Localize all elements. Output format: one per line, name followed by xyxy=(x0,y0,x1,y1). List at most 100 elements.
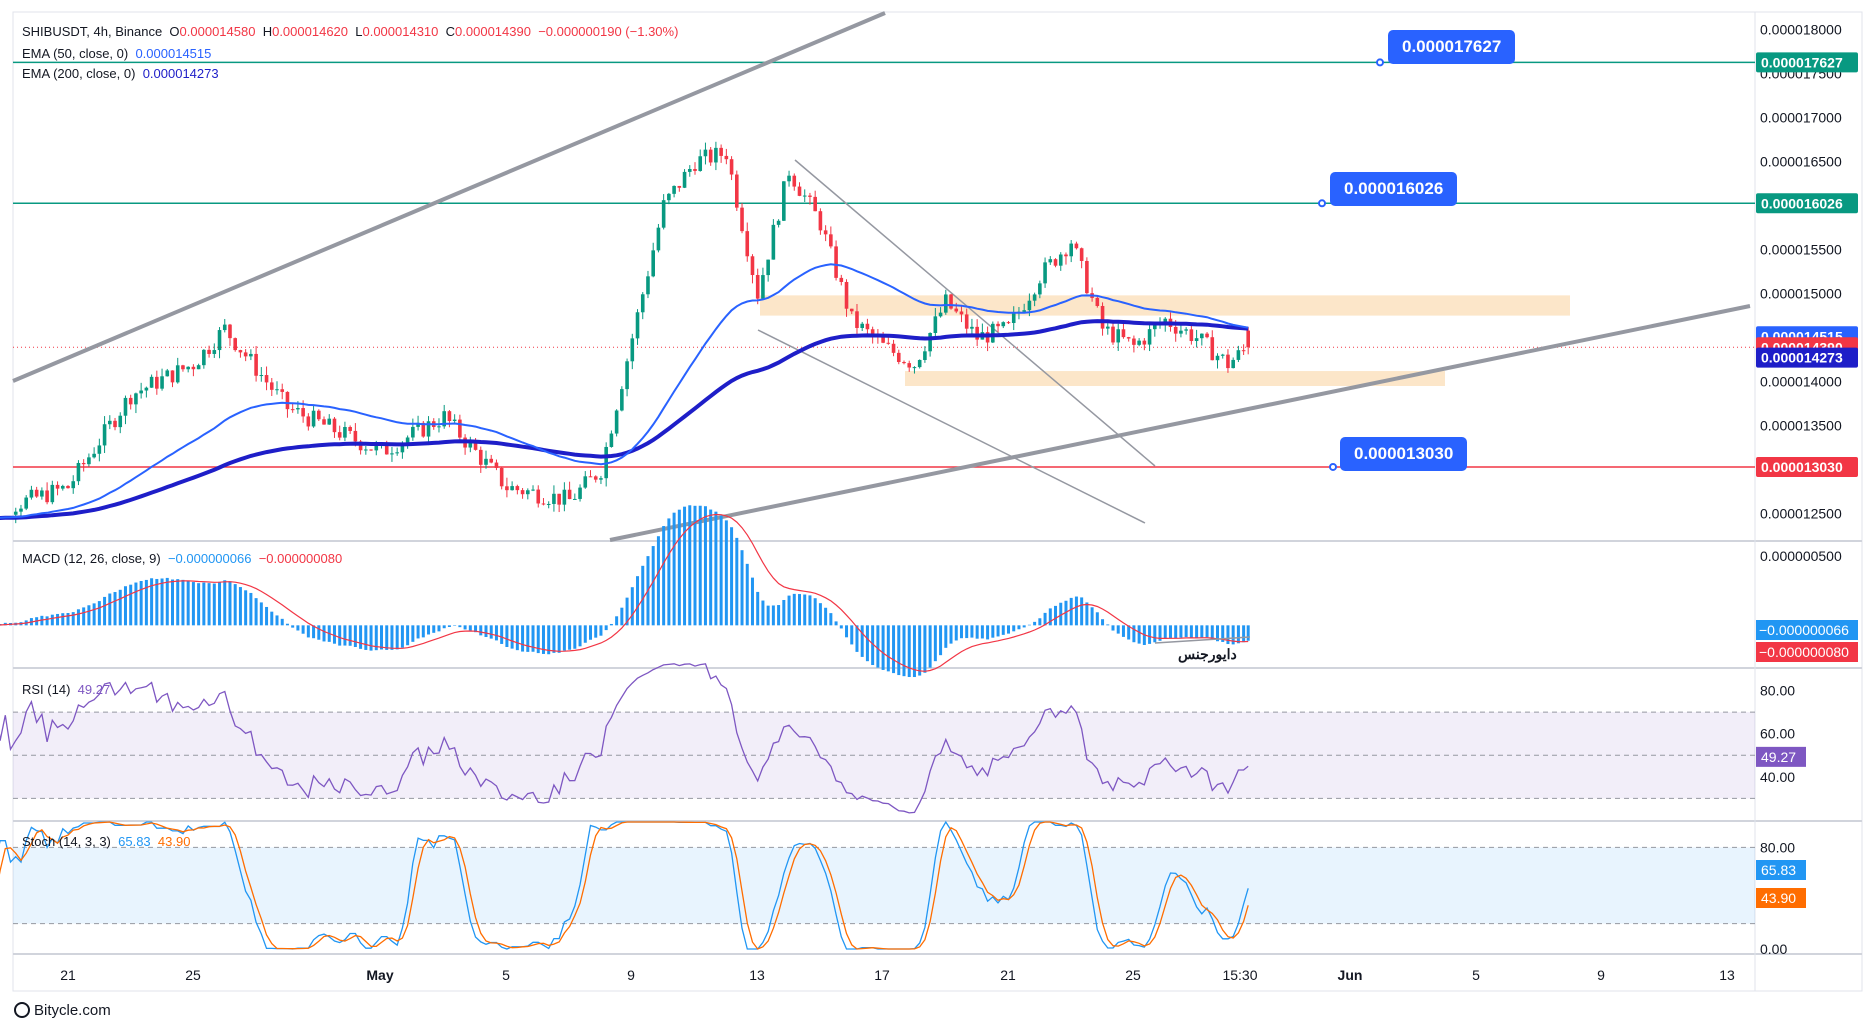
candle-body xyxy=(860,323,864,328)
macd-tag-bg xyxy=(1756,620,1858,640)
candle xyxy=(285,391,290,418)
macd-bar xyxy=(1048,608,1052,626)
candle-body xyxy=(81,462,86,465)
candle xyxy=(1064,252,1068,265)
macd-bar xyxy=(1080,597,1084,626)
candle xyxy=(1210,330,1215,361)
macd-bar xyxy=(218,581,222,626)
candle xyxy=(118,412,123,434)
macd-bar xyxy=(61,613,65,626)
candle xyxy=(609,430,614,448)
wedge-lower-line xyxy=(757,329,1146,524)
candle-body xyxy=(724,155,729,160)
macd-bar xyxy=(1027,624,1031,626)
candle-body xyxy=(113,420,117,428)
price-axis-label: 0.000012500 xyxy=(1760,506,1842,522)
macd-bar xyxy=(944,625,948,648)
macd-bar xyxy=(1153,625,1157,643)
candles xyxy=(13,141,1250,524)
macd-bar xyxy=(954,625,958,641)
macd-signal-value: −0.000000080 xyxy=(258,551,343,566)
macd-bar xyxy=(1095,612,1099,626)
candle-body xyxy=(19,508,23,512)
level-callout-1[interactable]: 0.000017627 xyxy=(1388,30,1516,64)
candle xyxy=(1184,327,1188,335)
macd-bar xyxy=(1116,625,1120,634)
candle-body xyxy=(181,365,185,370)
candle xyxy=(290,403,295,413)
candle xyxy=(191,364,196,377)
candle-body xyxy=(437,426,441,428)
macd-bar xyxy=(139,580,143,626)
candle-body xyxy=(1079,248,1084,261)
macd-bar xyxy=(824,607,828,626)
low-value: 0.000014310 xyxy=(362,24,439,39)
candle xyxy=(228,323,232,346)
macd-bar xyxy=(76,609,80,626)
candle-body xyxy=(134,393,138,405)
candle xyxy=(452,414,457,424)
macd-bar xyxy=(400,625,404,648)
macd-bar xyxy=(719,515,723,626)
candle-body xyxy=(348,426,352,431)
candle-body xyxy=(489,458,494,463)
candle-body xyxy=(217,330,222,351)
stoch-tag: 43.90 xyxy=(1756,888,1806,908)
candle xyxy=(113,417,117,431)
level-callout-2[interactable]: 0.000016026 xyxy=(1330,172,1458,206)
macd-bar xyxy=(782,599,786,626)
macd-bar xyxy=(353,625,357,648)
candle-body xyxy=(1064,254,1068,257)
price-axis-label: 0.000013500 xyxy=(1760,418,1842,434)
candle-body xyxy=(144,387,149,391)
macd-bar xyxy=(150,578,154,626)
macd-bar xyxy=(390,625,394,650)
candle xyxy=(1011,306,1016,331)
candle xyxy=(207,345,211,358)
ema200-legend: EMA (200, close, 0) 0.000014273 xyxy=(22,66,219,81)
candle xyxy=(238,349,243,358)
macd-bar xyxy=(87,605,91,626)
candle-body xyxy=(954,308,959,312)
wedge-upper-line xyxy=(794,159,1156,467)
candle xyxy=(24,495,28,511)
macd-bar xyxy=(625,597,629,626)
candle-body xyxy=(959,311,964,315)
candle-body xyxy=(13,511,18,515)
candle xyxy=(672,185,676,198)
candle xyxy=(667,192,671,205)
candle-body xyxy=(546,503,551,505)
macd-bar xyxy=(521,625,525,652)
candle-body xyxy=(374,444,379,451)
level-callout-3[interactable]: 0.000013030 xyxy=(1340,437,1468,471)
macd-bar xyxy=(369,625,373,651)
candle-body xyxy=(499,467,504,487)
candle xyxy=(269,378,274,397)
candle-body xyxy=(55,484,60,489)
candle xyxy=(348,425,352,434)
candle-body xyxy=(907,363,912,368)
macd-bar xyxy=(698,505,702,626)
macd-bar xyxy=(207,583,211,626)
candle xyxy=(468,436,473,453)
macd-bar xyxy=(1106,624,1110,626)
candle-body xyxy=(1236,350,1241,360)
candle-body xyxy=(1205,333,1209,338)
macd-bar xyxy=(1127,625,1131,640)
candle-body xyxy=(384,444,389,455)
candle xyxy=(630,333,635,370)
candle-body xyxy=(1210,337,1215,361)
macd-bar xyxy=(975,625,979,639)
candle-body xyxy=(541,503,546,505)
macd-bar xyxy=(1001,625,1005,635)
macd-bar xyxy=(1184,625,1188,638)
candle-body xyxy=(421,422,426,437)
candle xyxy=(614,409,619,437)
candle-body xyxy=(740,207,744,232)
macd-bar xyxy=(845,625,849,638)
candle xyxy=(13,507,18,524)
macd-bar xyxy=(155,578,159,626)
macd-bar xyxy=(986,625,990,640)
candle-body xyxy=(358,441,363,451)
